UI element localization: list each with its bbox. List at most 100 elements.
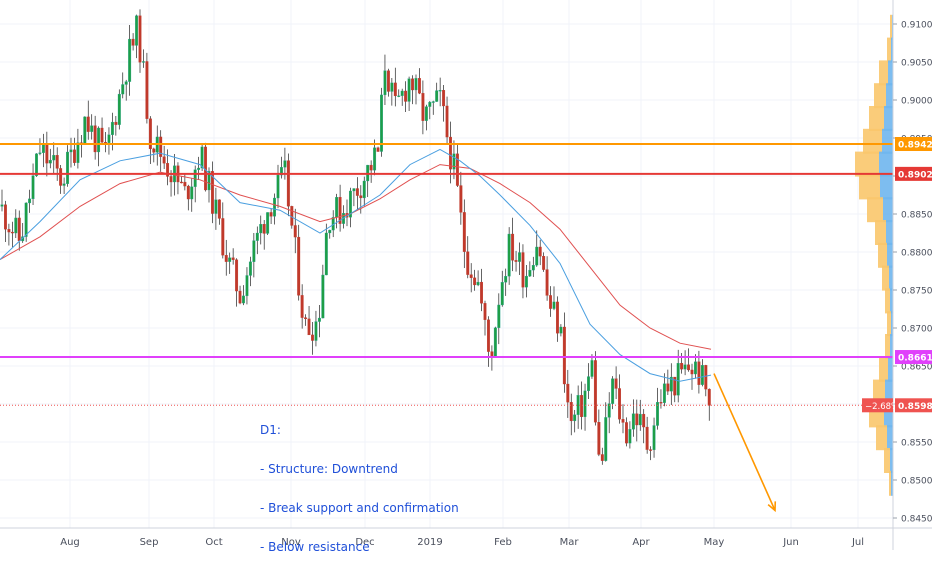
- candle-up: [335, 197, 339, 218]
- candle-up: [214, 199, 218, 214]
- candle-up: [493, 327, 497, 358]
- candle-up: [228, 257, 232, 262]
- price-chart[interactable]: Aug Sep Oct Nov Dec 2019 Feb Mar Apr May Jun Jul 0.9…: [0, 0, 932, 550]
- price-tags: 0.89421 0.89028 0.86618 −2.68%0.85983: [862, 137, 932, 413]
- volume-profile-bar: [882, 265, 889, 291]
- candle-down: [162, 156, 166, 164]
- candle-down: [307, 318, 311, 336]
- x-tick-label: 2019: [417, 537, 442, 548]
- candle-down: [473, 277, 477, 286]
- candle-up: [41, 144, 45, 153]
- candle-up: [124, 81, 128, 85]
- candle-up: [97, 127, 101, 153]
- change-tag: [862, 398, 893, 413]
- candle-down: [404, 90, 408, 102]
- volume-profile-bar: [886, 83, 893, 109]
- forecast-arrow-head: [767, 501, 777, 513]
- candle-up: [252, 240, 256, 262]
- volume-profile-bar: [887, 242, 893, 268]
- candle-up: [700, 365, 704, 385]
- candle-down: [145, 61, 149, 119]
- candle-up: [90, 125, 94, 132]
- chart-background: [0, 0, 932, 550]
- candle-down: [521, 252, 525, 288]
- candle-up: [528, 269, 532, 277]
- candle-down: [355, 188, 359, 196]
- candle-up: [587, 376, 590, 392]
- candle-down: [417, 78, 421, 94]
- x-tick-label: Oct: [205, 537, 222, 548]
- volume-profile-bar: [890, 288, 893, 314]
- candle-up: [279, 167, 283, 176]
- candle-up: [76, 142, 80, 163]
- candle-down: [10, 231, 14, 234]
- candle-up: [14, 217, 18, 234]
- horizontal-levels: [0, 143, 893, 406]
- volume-profile-bar: [869, 106, 884, 131]
- candle-down: [442, 90, 446, 107]
- candle-down: [697, 361, 701, 385]
- candle-up: [38, 152, 42, 154]
- candle-down: [642, 413, 646, 428]
- candle-up: [607, 403, 611, 418]
- candle-down: [545, 269, 549, 296]
- candle-up: [518, 252, 521, 262]
- candle-up: [48, 159, 52, 164]
- candle-up: [638, 413, 642, 426]
- candle-up: [573, 414, 577, 422]
- x-tick-label: Sep: [140, 537, 159, 548]
- candle-up: [24, 202, 28, 237]
- volume-profile-bar: [890, 14, 892, 40]
- candle-down: [231, 257, 235, 260]
- candle-up: [352, 188, 356, 192]
- candle-down: [286, 160, 290, 207]
- moving-average-slow-line: [0, 164, 712, 350]
- forecast-arrow-shaft: [713, 373, 776, 511]
- candle-up: [117, 93, 121, 125]
- candle-up: [694, 361, 697, 375]
- candle-up: [438, 90, 442, 92]
- change-tag-text: −2.68%: [865, 402, 899, 412]
- volume-profile-bar: [887, 37, 891, 63]
- candle-up: [535, 246, 539, 266]
- volume-profile-bar: [874, 83, 886, 109]
- candle-up: [383, 70, 387, 96]
- candle-down: [659, 402, 663, 404]
- volume-profile: [855, 14, 893, 496]
- candle-up: [414, 78, 418, 91]
- candle-down: [597, 422, 601, 455]
- volume-profile-bar: [887, 425, 893, 451]
- volume-profile-bar: [890, 448, 893, 473]
- candle-down: [462, 212, 466, 252]
- volume-profile-bar: [855, 151, 879, 177]
- volume-profile-bar: [859, 174, 880, 200]
- candle-down: [73, 149, 76, 163]
- candle-up: [197, 167, 201, 170]
- candle-down: [483, 303, 487, 320]
- candle-down: [210, 171, 214, 214]
- candle-up: [373, 147, 377, 171]
- x-tick-label: Feb: [494, 537, 512, 548]
- candle-up: [531, 265, 535, 271]
- volume-profile-bar: [889, 265, 893, 291]
- last-price-tag: [895, 398, 932, 413]
- volume-profile-bar: [879, 60, 888, 86]
- candles: [0, 9, 711, 465]
- candle-up: [476, 281, 480, 286]
- candle-up: [273, 197, 276, 217]
- candle-down: [152, 148, 156, 153]
- candle-down: [217, 199, 221, 219]
- candle-up: [583, 390, 587, 417]
- candle-up: [35, 153, 38, 176]
- candle-down: [186, 185, 190, 200]
- volume-profile-bar: [888, 356, 893, 382]
- volume-profile-bar: [863, 128, 882, 154]
- candle-down: [169, 176, 173, 183]
- candle-down: [93, 125, 97, 153]
- candle-up: [66, 151, 69, 184]
- candle-down: [183, 181, 187, 187]
